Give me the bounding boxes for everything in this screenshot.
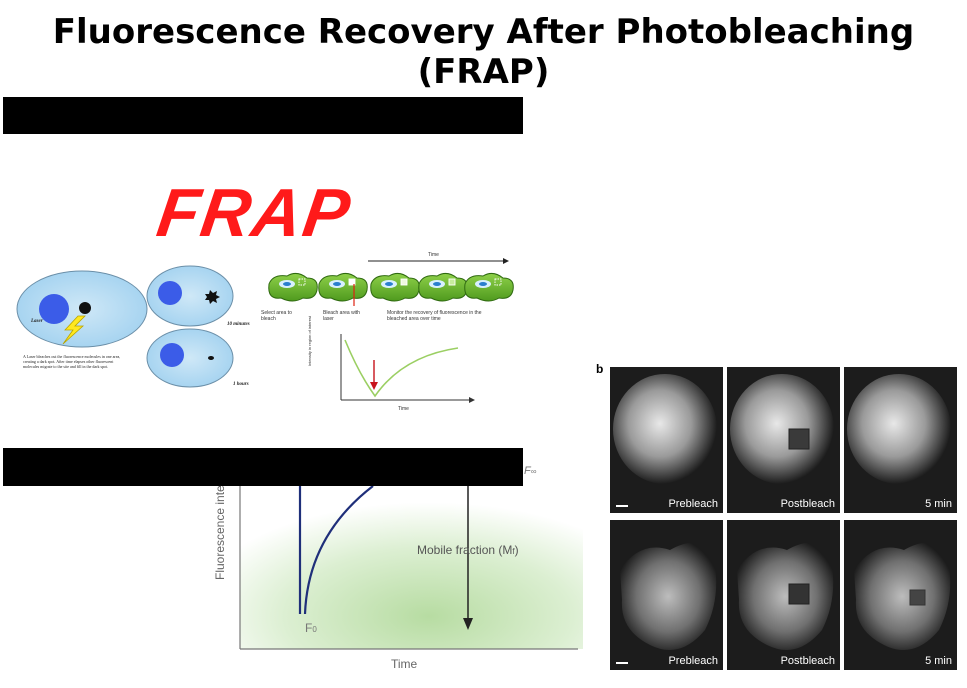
- label-postbleach: Postbleach: [780, 498, 835, 510]
- label-postbleach: Postbleach: [780, 655, 835, 667]
- graph-xlabel: Time: [391, 657, 418, 671]
- green-cell-sequence: [268, 272, 514, 306]
- label-5-min: 5 min: [925, 498, 952, 510]
- f-infinity-label: F∞: [524, 465, 537, 477]
- one-hour-label: 1 hours: [233, 382, 249, 387]
- cell-ten-minutes: [146, 265, 234, 327]
- micro-image-row2-prebleach: Prebleach: [610, 520, 723, 670]
- f0-label: F0: [305, 621, 317, 635]
- step-bleach-area: Bleach area with laser: [323, 310, 360, 322]
- frap-small-graph: [340, 334, 475, 403]
- small-graph-ylabel: Intensity in region of interest: [307, 315, 312, 366]
- micro-image-row1-prebleach: Prebleach: [610, 367, 723, 513]
- label-prebleach: Prebleach: [668, 655, 718, 667]
- ten-minutes-label: 10 minutes: [227, 322, 250, 327]
- graph-ylabel: Fluorescence inte: [213, 485, 227, 580]
- time-arrow-label: Time: [428, 252, 439, 258]
- recovery-curve-graph: Fluorescence inte Time Mobile fraction (…: [213, 485, 583, 676]
- panel-letter: b: [596, 362, 604, 376]
- redaction-bar-middle: [3, 448, 523, 486]
- label-5-min: 5 min: [925, 655, 952, 667]
- cell-bleached-left: [16, 270, 148, 348]
- laser-label: Laser: [31, 319, 43, 324]
- frap-schematic-drawing: [16, 258, 514, 403]
- label-prebleach: Prebleach: [668, 498, 718, 510]
- small-graph-xlabel: Time: [398, 406, 409, 412]
- frap-caption: A Laser bleaches out the fluorescence mo…: [23, 354, 121, 369]
- slide-title: Fluorescence Recovery After Photobleachi…: [52, 12, 915, 92]
- micro-image-row2-5min: 5 min: [844, 520, 957, 670]
- step-monitor-recovery: Monitor the recovery of fluorescence in …: [387, 310, 482, 322]
- recovery-curve-drawing: [239, 485, 583, 650]
- micro-image-row1-5min: 5 min: [844, 367, 957, 513]
- microscopy-panel: Prebleach Postbleach 5 min Prebleach Pos…: [593, 362, 964, 672]
- micro-image-row2-postbleach: Postbleach: [727, 520, 840, 670]
- redaction-bar-top: [3, 97, 523, 134]
- micro-image-row1-postbleach: Postbleach: [727, 367, 840, 513]
- frap-schematic-panel: FRAP: [3, 134, 523, 448]
- step-select-area: Select area to bleach: [261, 310, 292, 322]
- cell-one-hour: [146, 328, 234, 388]
- mobile-fraction-label: Mobile fraction (Mf): [417, 543, 519, 557]
